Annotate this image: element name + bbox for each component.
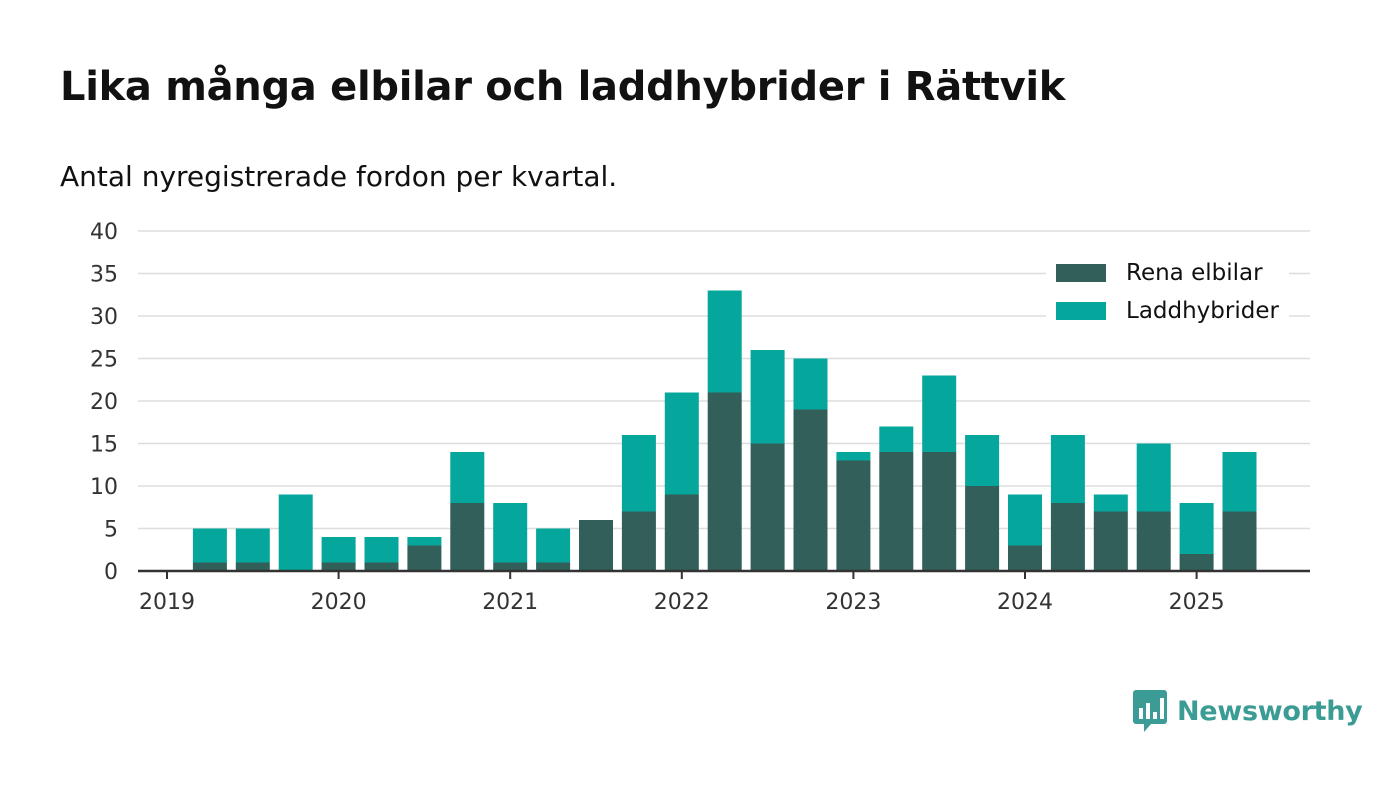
bar-laddhybrider-2025-Q1 [1179,503,1214,554]
bar-laddhybrider-2020-Q3 [407,537,442,546]
bar-laddhybrider-2022-Q4 [793,358,828,410]
bar-rena-elbilar-2021-Q3 [579,520,613,571]
bar-rena-elbilar-2022-Q4 [793,409,828,571]
bar-laddhybrider-2021-Q1 [493,503,528,563]
bar-laddhybrider-2019-Q4 [278,494,313,571]
y-tick-label: 25 [90,348,118,373]
bar-laddhybrider-2024-Q2 [1050,435,1085,503]
y-tick-label: 40 [90,220,118,245]
bar-laddhybrider-2024-Q4 [1136,443,1171,512]
bar-laddhybrider-2023-Q3 [922,375,957,452]
x-tick-label-2021: 2021 [482,590,538,615]
bar-laddhybrider-2021-Q4 [621,435,656,512]
bar-laddhybrider-2022-Q1 [664,392,699,495]
x-tick-label-2020: 2020 [311,590,367,615]
bar-rena-elbilar-2023-Q4 [965,486,1000,571]
bar-rena-elbilar-2022-Q2 [707,392,742,571]
bar-laddhybrider-2025-Q2 [1222,452,1257,512]
bar-laddhybrider-2024-Q3 [1093,494,1128,512]
brand-name: Newsworthy [1177,695,1363,727]
bar-chart-speech-bubble-icon [1133,690,1167,732]
x-tick-label-2023: 2023 [825,590,881,615]
bar-rena-elbilar-2025-Q1 [1179,554,1214,571]
bar-rena-elbilar-2019-Q3 [235,562,270,571]
x-axis-tick-labels: 2019 2020 2021 2022 2023 2024 2025 [139,571,1225,615]
x-tick-label-2024: 2024 [997,590,1053,615]
legend-label-rena-elbilar: Rena elbilar [1126,260,1263,286]
y-tick-label: 30 [90,305,118,330]
bar-rena-elbilar-2023-Q3 [922,452,957,571]
legend-swatch-laddhybrider [1056,302,1106,320]
x-tick-label-2022: 2022 [654,590,710,615]
bar-laddhybrider-2022-Q2 [707,290,742,393]
bars [192,290,1257,571]
newsworthy-logo: Newsworthy [1133,690,1363,732]
bar-rena-elbilar-2025-Q2 [1222,511,1257,571]
bar-rena-elbilar-2024-Q4 [1136,511,1171,571]
x-tick-label-2019: 2019 [139,590,195,615]
bar-laddhybrider-2024-Q1 [1008,494,1042,546]
bar-laddhybrider-2020-Q4 [450,452,485,503]
bar-rena-elbilar-2023-Q2 [879,452,914,571]
y-tick-label: 5 [104,518,118,543]
bar-rena-elbilar-2021-Q1 [493,562,528,571]
bar-rena-elbilar-2024-Q1 [1008,545,1042,571]
bar-laddhybrider-2023-Q2 [879,426,914,452]
bar-rena-elbilar-2023-Q1 [836,460,871,571]
chart-title: Lika många elbilar och laddhybrider i Rä… [60,64,1066,110]
bar-rena-elbilar-2024-Q2 [1050,503,1085,571]
y-axis-tick-labels: 0 5 10 15 20 25 30 35 40 [90,220,118,585]
bar-laddhybrider-2023-Q4 [965,435,1000,486]
legend-item-laddhybrider: Laddhybrider [1056,292,1279,330]
bar-rena-elbilar-2020-Q4 [450,503,485,571]
legend-label-laddhybrider: Laddhybrider [1126,298,1279,324]
bar-rena-elbilar-2022-Q1 [664,494,699,571]
bar-laddhybrider-2020-Q2 [364,537,399,563]
legend-item-rena-elbilar: Rena elbilar [1056,254,1279,292]
bar-rena-elbilar-2024-Q3 [1093,511,1128,571]
y-tick-label: 10 [90,475,118,500]
bar-laddhybrider-2019-Q3 [235,528,270,563]
bar-laddhybrider-2019-Q2 [192,528,227,563]
y-tick-label: 0 [104,560,118,585]
y-tick-label: 20 [90,390,118,415]
bar-rena-elbilar-2021-Q4 [621,511,656,571]
y-tick-label: 35 [90,263,118,288]
bar-rena-elbilar-2022-Q3 [750,443,785,571]
bar-rena-elbilar-2020-Q3 [407,545,442,571]
bar-laddhybrider-2021-Q2 [536,528,571,563]
bar-rena-elbilar-2020-Q1 [321,562,356,571]
legend: Rena elbilar Laddhybrider [1046,250,1289,334]
bar-laddhybrider-2023-Q1 [836,452,871,461]
bar-laddhybrider-2020-Q1 [321,537,356,563]
x-tick-label-2025: 2025 [1169,590,1225,615]
y-tick-label: 15 [90,433,118,458]
chart-subtitle: Antal nyregistrerade fordon per kvartal. [60,160,618,193]
bar-rena-elbilar-2020-Q2 [364,562,399,571]
bar-laddhybrider-2022-Q3 [750,350,785,444]
bar-rena-elbilar-2021-Q2 [536,562,571,571]
legend-swatch-rena-elbilar [1056,264,1106,282]
bar-rena-elbilar-2019-Q2 [192,562,227,571]
